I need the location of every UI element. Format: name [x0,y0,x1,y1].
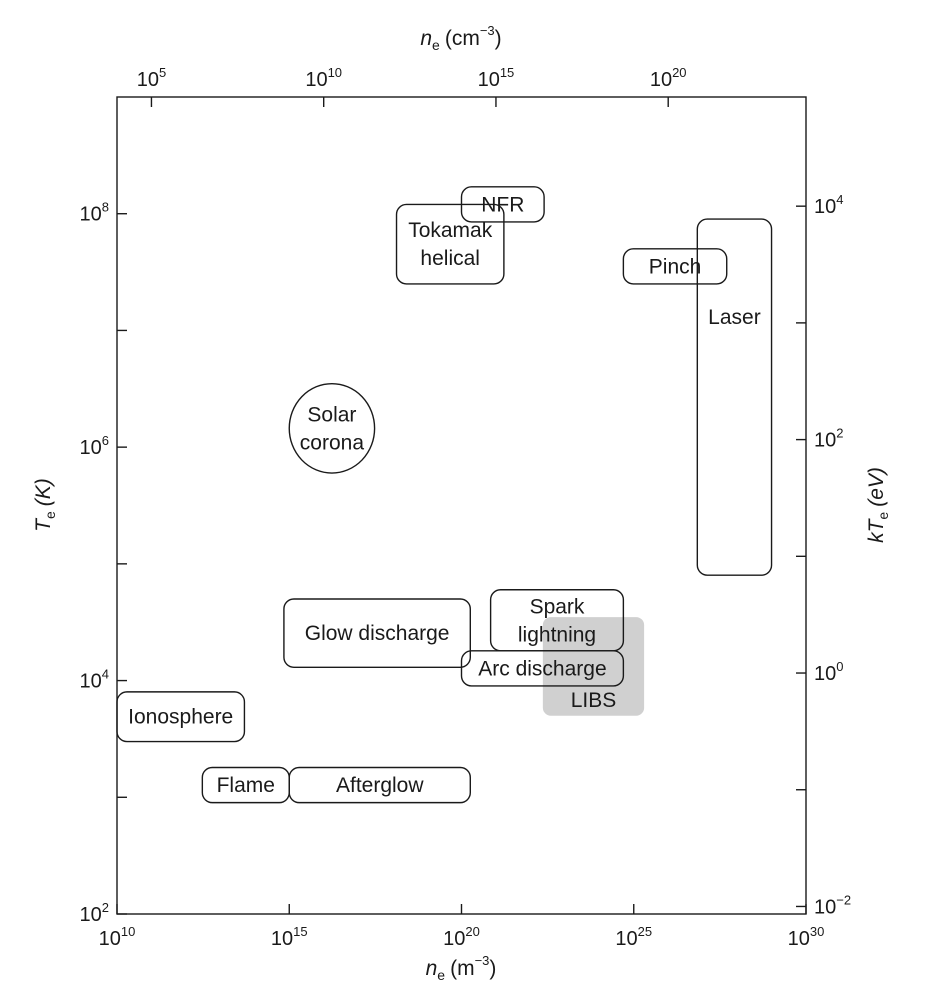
y-tick-label: 104 [80,667,109,693]
top-axis-title-subscript: e [432,37,440,53]
region-label-tokamak-helical: Tokamak helical [408,219,493,270]
region-tokamak-helical [395,203,505,285]
right-axis-title: kTe (eV) [865,467,891,543]
y-axis-title-unit: (K) [32,478,55,506]
top-axis-title: ne (cm−3) [420,23,501,53]
right-axis-title-unit: (eV) [865,467,888,507]
y-tick-label: 106 [80,433,109,459]
top-tick-label: 1020 [650,65,687,91]
top-axis-title-unit-exponent: −3 [480,23,495,38]
region-label-arc-discharge: Arc discharge [478,657,606,680]
region-label-flame: Flame [217,774,275,797]
y-tick-label: 102 [80,900,109,926]
right-axis-title-symbol: kT [865,517,888,543]
right-tick-label: 10−2 [814,892,851,918]
top-tick-label: 105 [137,65,166,91]
region-laser [696,218,773,576]
region-label-ionosphere: Ionosphere [128,706,233,729]
top-tick-label: 1010 [305,65,342,91]
y-tick-label: 108 [80,200,109,226]
region-label-pinch: Pinch [649,255,702,278]
region-glow-discharge [283,598,471,668]
region-label-afterglow: Afterglow [336,774,424,797]
top-axis-title-close: ) [495,27,502,50]
x-tick-label: 1015 [271,924,308,950]
region-label-libs: LIBS [571,689,617,712]
y-axis-title-symbol: T [32,517,55,532]
x-tick-label: 1010 [99,924,136,950]
x-axis-title-unit: (m [450,957,475,980]
x-axis-title-unit-exponent: −3 [475,953,490,968]
x-axis-title-symbol: n [426,957,438,980]
right-tick-label: 102 [814,426,843,452]
region-label-nfr: NFR [481,193,524,216]
x-axis-title-subscript: e [437,967,445,983]
region-solar-corona [288,382,376,474]
region-ionosphere [116,691,246,743]
right-tick-label: 104 [814,192,843,218]
y-axis-title: Te (K) [32,478,58,532]
region-arc-discharge [460,650,625,687]
top-tick-label: 1015 [478,65,515,91]
x-axis-title: ne (m−3) [426,953,497,983]
right-axis-title-subscript: e [875,512,891,520]
region-libs [542,617,645,716]
top-axis-title-symbol: n [420,27,432,50]
x-tick-label: 1025 [615,924,652,950]
top-axis-title-unit: (cm [445,27,480,50]
region-label-solar-corona: Solar corona [300,403,365,454]
region-label-glow-discharge: Glow discharge [305,622,450,645]
region-label-laser: Laser [708,306,761,329]
region-pinch [622,248,728,285]
x-tick-label: 1020 [443,924,480,950]
x-axis-title-close: ) [489,957,496,980]
x-tick-label: 1030 [788,924,825,950]
right-tick-label: 100 [814,659,843,685]
region-afterglow [288,766,471,804]
region-label-spark-lightning: Spark lightning [518,595,596,646]
y-axis-title-subscript: e [42,511,58,519]
